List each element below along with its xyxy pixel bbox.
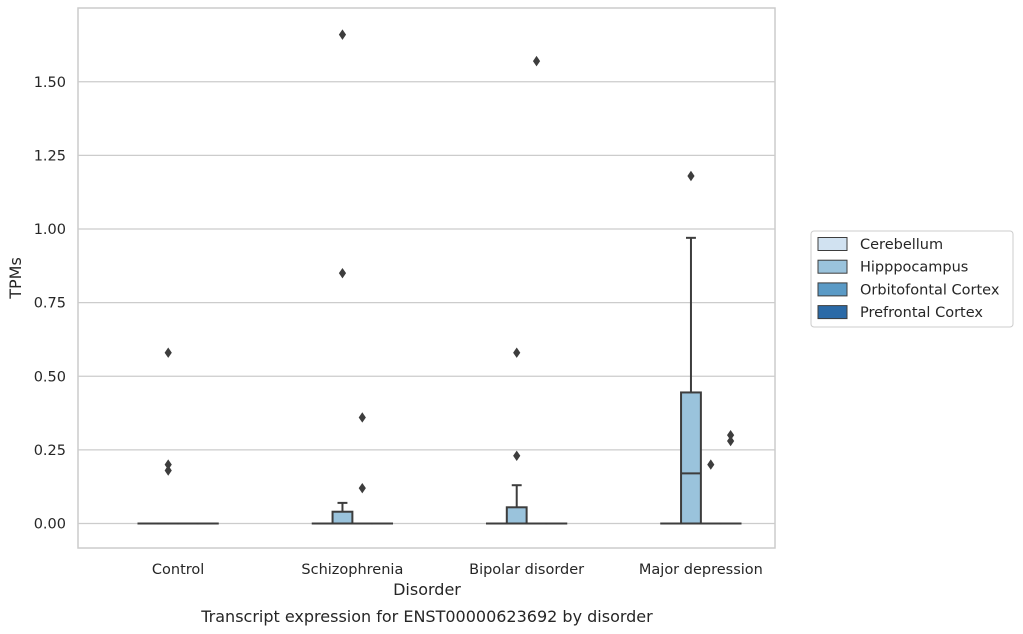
y-axis-ticks: 0.00 0.25 0.50 0.75 1.00 1.25 1.50 [34, 75, 66, 533]
x-axis-title: Disorder [393, 580, 461, 599]
grid-lines [78, 81, 775, 525]
x-tick-label: Bipolar disorder [469, 562, 584, 578]
y-tick-label: 1.25 [34, 148, 66, 164]
x-tick-label: Schizophrenia [301, 562, 403, 578]
legend-label: Prefrontal Cortex [860, 305, 983, 321]
y-tick-label: 0.75 [34, 296, 66, 312]
box-orbitofontal-cortex [351, 412, 374, 525]
legend-frame [810, 230, 1014, 328]
outlier-point [358, 412, 366, 423]
outlier-point [164, 465, 172, 476]
box-body [505, 506, 528, 525]
outlier-point [707, 459, 715, 470]
box-hipppocampus [331, 29, 354, 525]
box-hipppocampus [680, 170, 702, 525]
outlier-point [513, 347, 521, 358]
plot-frame [77, 7, 776, 549]
legend-swatch [817, 305, 848, 320]
legend-swatch [817, 259, 848, 274]
box-orbitofontal-cortex [699, 459, 722, 525]
box-prefrontal-cortex [719, 429, 742, 525]
box-body [331, 510, 354, 525]
chart-caption: Transcript expression for ENST0000062369… [200, 607, 653, 626]
outlier-point [727, 429, 735, 441]
outlier-point [338, 29, 347, 40]
box-orbitofontal-cortex [525, 55, 548, 525]
legend-swatch [817, 282, 848, 297]
outlier-point [358, 482, 366, 494]
legend: Cerebellum Hipppocampus Orbitofontal Corte… [810, 230, 1014, 328]
outlier-point [164, 459, 172, 470]
legend-label: Hipppocampus [860, 260, 968, 276]
y-tick-label: 1.50 [34, 75, 66, 91]
x-axis-ticks: Control Schizophrenia Bipolar disorder Majo… [152, 562, 763, 578]
y-axis-title: TPMs [6, 257, 25, 300]
y-tick-label: 0.25 [34, 443, 66, 459]
box-plot-area [137, 29, 742, 525]
y-tick-label: 1.00 [34, 222, 66, 238]
outlier-point [727, 435, 735, 447]
box-body [680, 391, 702, 525]
outlier-point [338, 267, 347, 279]
legend-label: Cerebellum [860, 237, 943, 253]
legend-label: Orbitofontal Cortex [860, 282, 1000, 298]
legend-swatch [817, 237, 848, 251]
outlier-point [513, 450, 521, 461]
y-tick-label: 0.00 [34, 517, 66, 533]
outlier-point [532, 55, 541, 67]
outlier-point [164, 347, 172, 358]
y-tick-label: 0.50 [34, 369, 66, 385]
outlier-point [687, 170, 695, 182]
x-tick-label: Major depression [639, 562, 763, 578]
x-tick-label: Control [152, 562, 204, 578]
box-hipppocampus [505, 347, 528, 525]
box-hipppocampus [157, 347, 180, 525]
